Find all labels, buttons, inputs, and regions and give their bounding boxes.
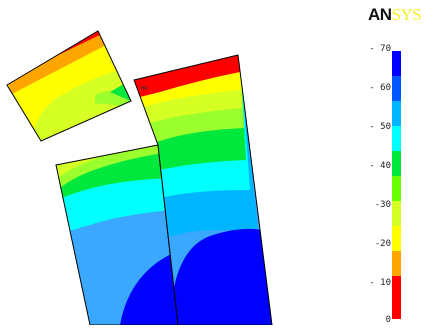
node-label: MN [141, 86, 148, 92]
legend-colorbar [392, 51, 401, 319]
logo-part1: AN [368, 5, 392, 24]
legend-swatch [392, 76, 401, 101]
legend-swatch [392, 251, 401, 276]
ansys-logo: ANSYS [368, 5, 422, 24]
legend-tick: - 10 [369, 278, 391, 288]
legend-swatch [392, 101, 401, 126]
legend-swatch [392, 151, 401, 176]
legend-swatch [392, 201, 401, 226]
top-element-contours [7, 31, 131, 141]
left-element-contours [56, 145, 178, 325]
legend-swatch [392, 51, 401, 76]
top-element-outline [6, 30, 132, 142]
legend-swatch [392, 176, 401, 201]
legend-tick: - 70 [369, 44, 391, 54]
legend-tick: - 60 [369, 83, 391, 93]
legend-swatch [392, 126, 401, 151]
legend-tick: 0 [385, 315, 391, 325]
right-element-contours [134, 55, 272, 325]
legend-tick: - 40 [369, 161, 391, 171]
legend-swatch [392, 226, 401, 251]
legend-tick: -30 [374, 200, 391, 210]
logo-part2: SYS [391, 5, 422, 24]
legend-tick: -20 [374, 239, 391, 249]
legend-swatch [392, 276, 401, 319]
legend-tick: - 50 [369, 122, 391, 132]
